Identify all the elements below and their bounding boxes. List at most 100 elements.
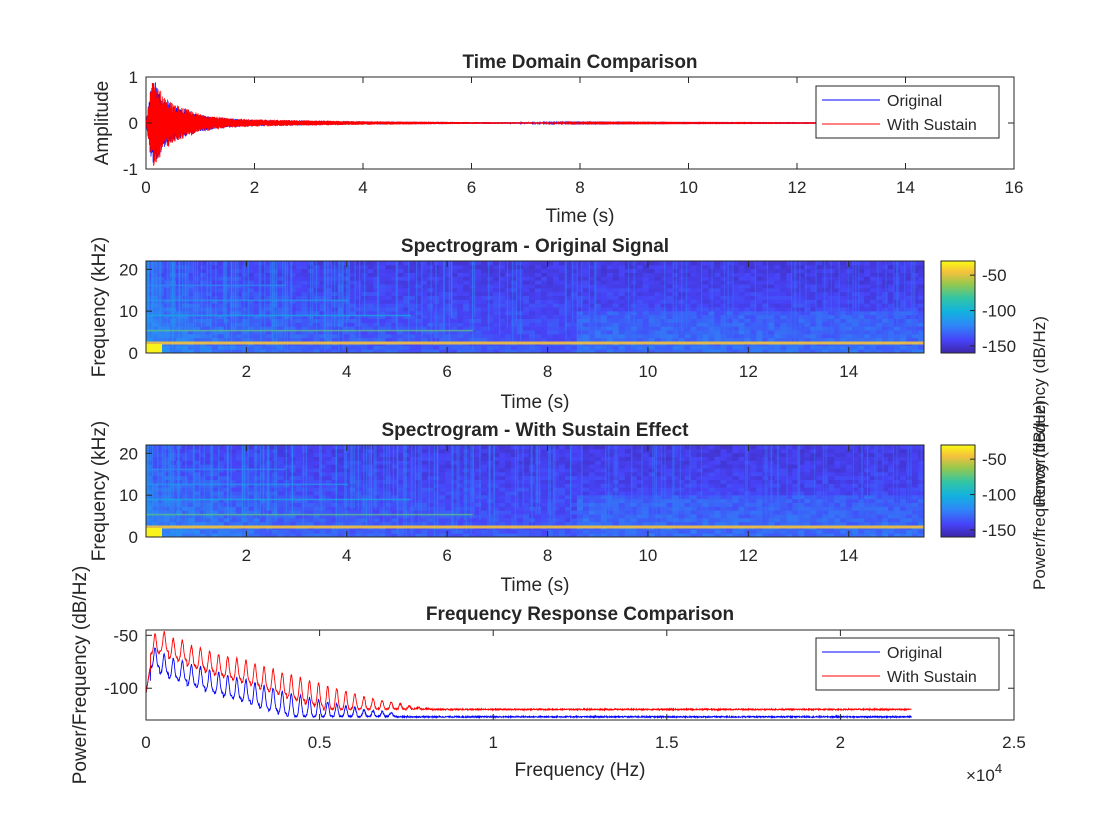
spectrogram-cell <box>469 529 476 534</box>
spectrogram-cell <box>475 452 482 457</box>
spectrogram-cell <box>564 284 572 289</box>
spectrogram-onset <box>852 261 854 346</box>
spectrogram-cell <box>738 276 745 281</box>
spectrogram-cell <box>840 310 847 316</box>
spectrogram-cell <box>415 307 422 312</box>
spectrogram-cell <box>529 280 536 285</box>
spectrogram-cell <box>421 521 428 526</box>
spectrogram-cell <box>606 326 614 331</box>
spectrogram-cell <box>427 510 434 515</box>
spectrogram-cell <box>157 498 165 503</box>
spectrogram-cell <box>157 475 165 480</box>
spectrogram-cell <box>606 322 614 327</box>
spectrogram-cell <box>427 460 434 465</box>
spectrogram-cell <box>882 314 889 319</box>
spectrogram-cell <box>217 291 225 296</box>
spectrogram-cell <box>379 333 386 339</box>
spectrogram-cell <box>421 322 428 327</box>
spectrogram-cell <box>151 491 159 496</box>
spectrogram-cell <box>858 295 865 300</box>
spectrogram-cell <box>654 276 662 281</box>
spectrogram-cell <box>439 448 446 454</box>
spectrogram-cell <box>295 326 303 331</box>
spectrogram-cell <box>918 322 925 327</box>
spectrogram-cell <box>289 272 297 277</box>
spectrogram-cell <box>265 322 273 327</box>
spectrogram-cell <box>157 337 165 342</box>
spectrogram-cell <box>774 287 781 293</box>
spectrogram-cell <box>235 299 243 304</box>
spectrogram-cell <box>852 345 859 350</box>
spectrogram-cell <box>307 514 315 519</box>
spectrogram-cell <box>253 475 261 480</box>
spectrogram-cell <box>834 318 841 323</box>
spectrogram-onset <box>838 261 840 347</box>
spectrogram-cell <box>253 314 261 319</box>
spectrogram-cell <box>540 456 548 461</box>
spectrogram-cell <box>301 494 309 500</box>
spectrogram-cell <box>277 514 285 519</box>
spectrogram-cell <box>313 345 321 350</box>
spectrogram-cell <box>146 445 153 450</box>
spectrogram-cell <box>205 287 213 293</box>
spectrogram-cell <box>834 314 841 319</box>
time-domain-ylabel: Amplitude <box>92 81 113 166</box>
spectrogram-cell <box>642 264 650 270</box>
spectrogram-cell <box>277 471 285 477</box>
spectrogram-cell <box>235 533 243 538</box>
spectrogram-cell <box>594 280 602 285</box>
spectrogram-cell <box>217 452 225 457</box>
spectrogram-onset <box>173 261 175 327</box>
spectrogram-cell <box>373 471 380 477</box>
spectrogram-cell <box>409 445 416 450</box>
spectrogram-cell <box>600 268 608 273</box>
spectrogram-cell <box>588 291 596 296</box>
spectrogram-cell <box>373 483 380 488</box>
spectrogram-cell <box>720 322 727 327</box>
spectrogram-cell <box>319 475 327 480</box>
spectrogram-cell <box>187 303 195 308</box>
spectrogram-cell <box>349 280 356 285</box>
spectrogram-cell <box>211 533 219 538</box>
spectrogram-cell <box>774 295 781 300</box>
spectrogram-cell <box>457 295 464 300</box>
spectrogram-cell <box>433 529 440 534</box>
spectrogram-cell <box>445 284 452 289</box>
spectrogram-cell <box>786 318 793 323</box>
spectrogram-cell <box>451 483 458 488</box>
spectrogram-cell <box>918 330 925 335</box>
spectrogram-cell <box>696 333 704 339</box>
spectrogram-cell <box>247 506 255 511</box>
spectrogram-onset <box>194 261 197 326</box>
spectrogram-cell <box>277 310 285 316</box>
spectrogram-cell <box>253 517 261 523</box>
spectrogram-cell <box>810 326 817 331</box>
spectrogram-cell <box>894 349 901 354</box>
spectrogram-cell <box>265 295 273 300</box>
spectrogram-cell <box>642 314 650 319</box>
spectrogram-cell <box>732 318 739 323</box>
spectrogram-cell <box>864 280 871 285</box>
spectrogram-cell <box>211 268 219 273</box>
spectrogram-cell <box>684 337 692 342</box>
spectrogram-cell <box>475 330 482 335</box>
spectrogram-cell <box>151 448 159 454</box>
spectrogram-cell <box>499 272 506 277</box>
harmonic-band <box>146 299 349 302</box>
spectrogram-cell <box>798 318 805 323</box>
spectrogram-cell <box>463 291 470 296</box>
spectrogram-cell <box>540 307 548 312</box>
spectrogram-cell <box>624 322 632 327</box>
spectrogram-cell <box>726 272 733 277</box>
spectrogram-cell <box>582 349 590 354</box>
spectrogram-cell <box>499 491 506 496</box>
spectrogram-cell <box>445 448 452 454</box>
spectrogram-cell <box>253 487 261 492</box>
spectrogram-cell <box>768 261 775 266</box>
spectrogram-cell <box>511 464 518 469</box>
spectrogram-cell <box>409 333 416 339</box>
spectrogram-cell <box>373 264 380 270</box>
spectrogram-cell <box>217 314 225 319</box>
spectrogram-cell <box>187 521 195 526</box>
spectrogram-cell <box>397 333 404 339</box>
